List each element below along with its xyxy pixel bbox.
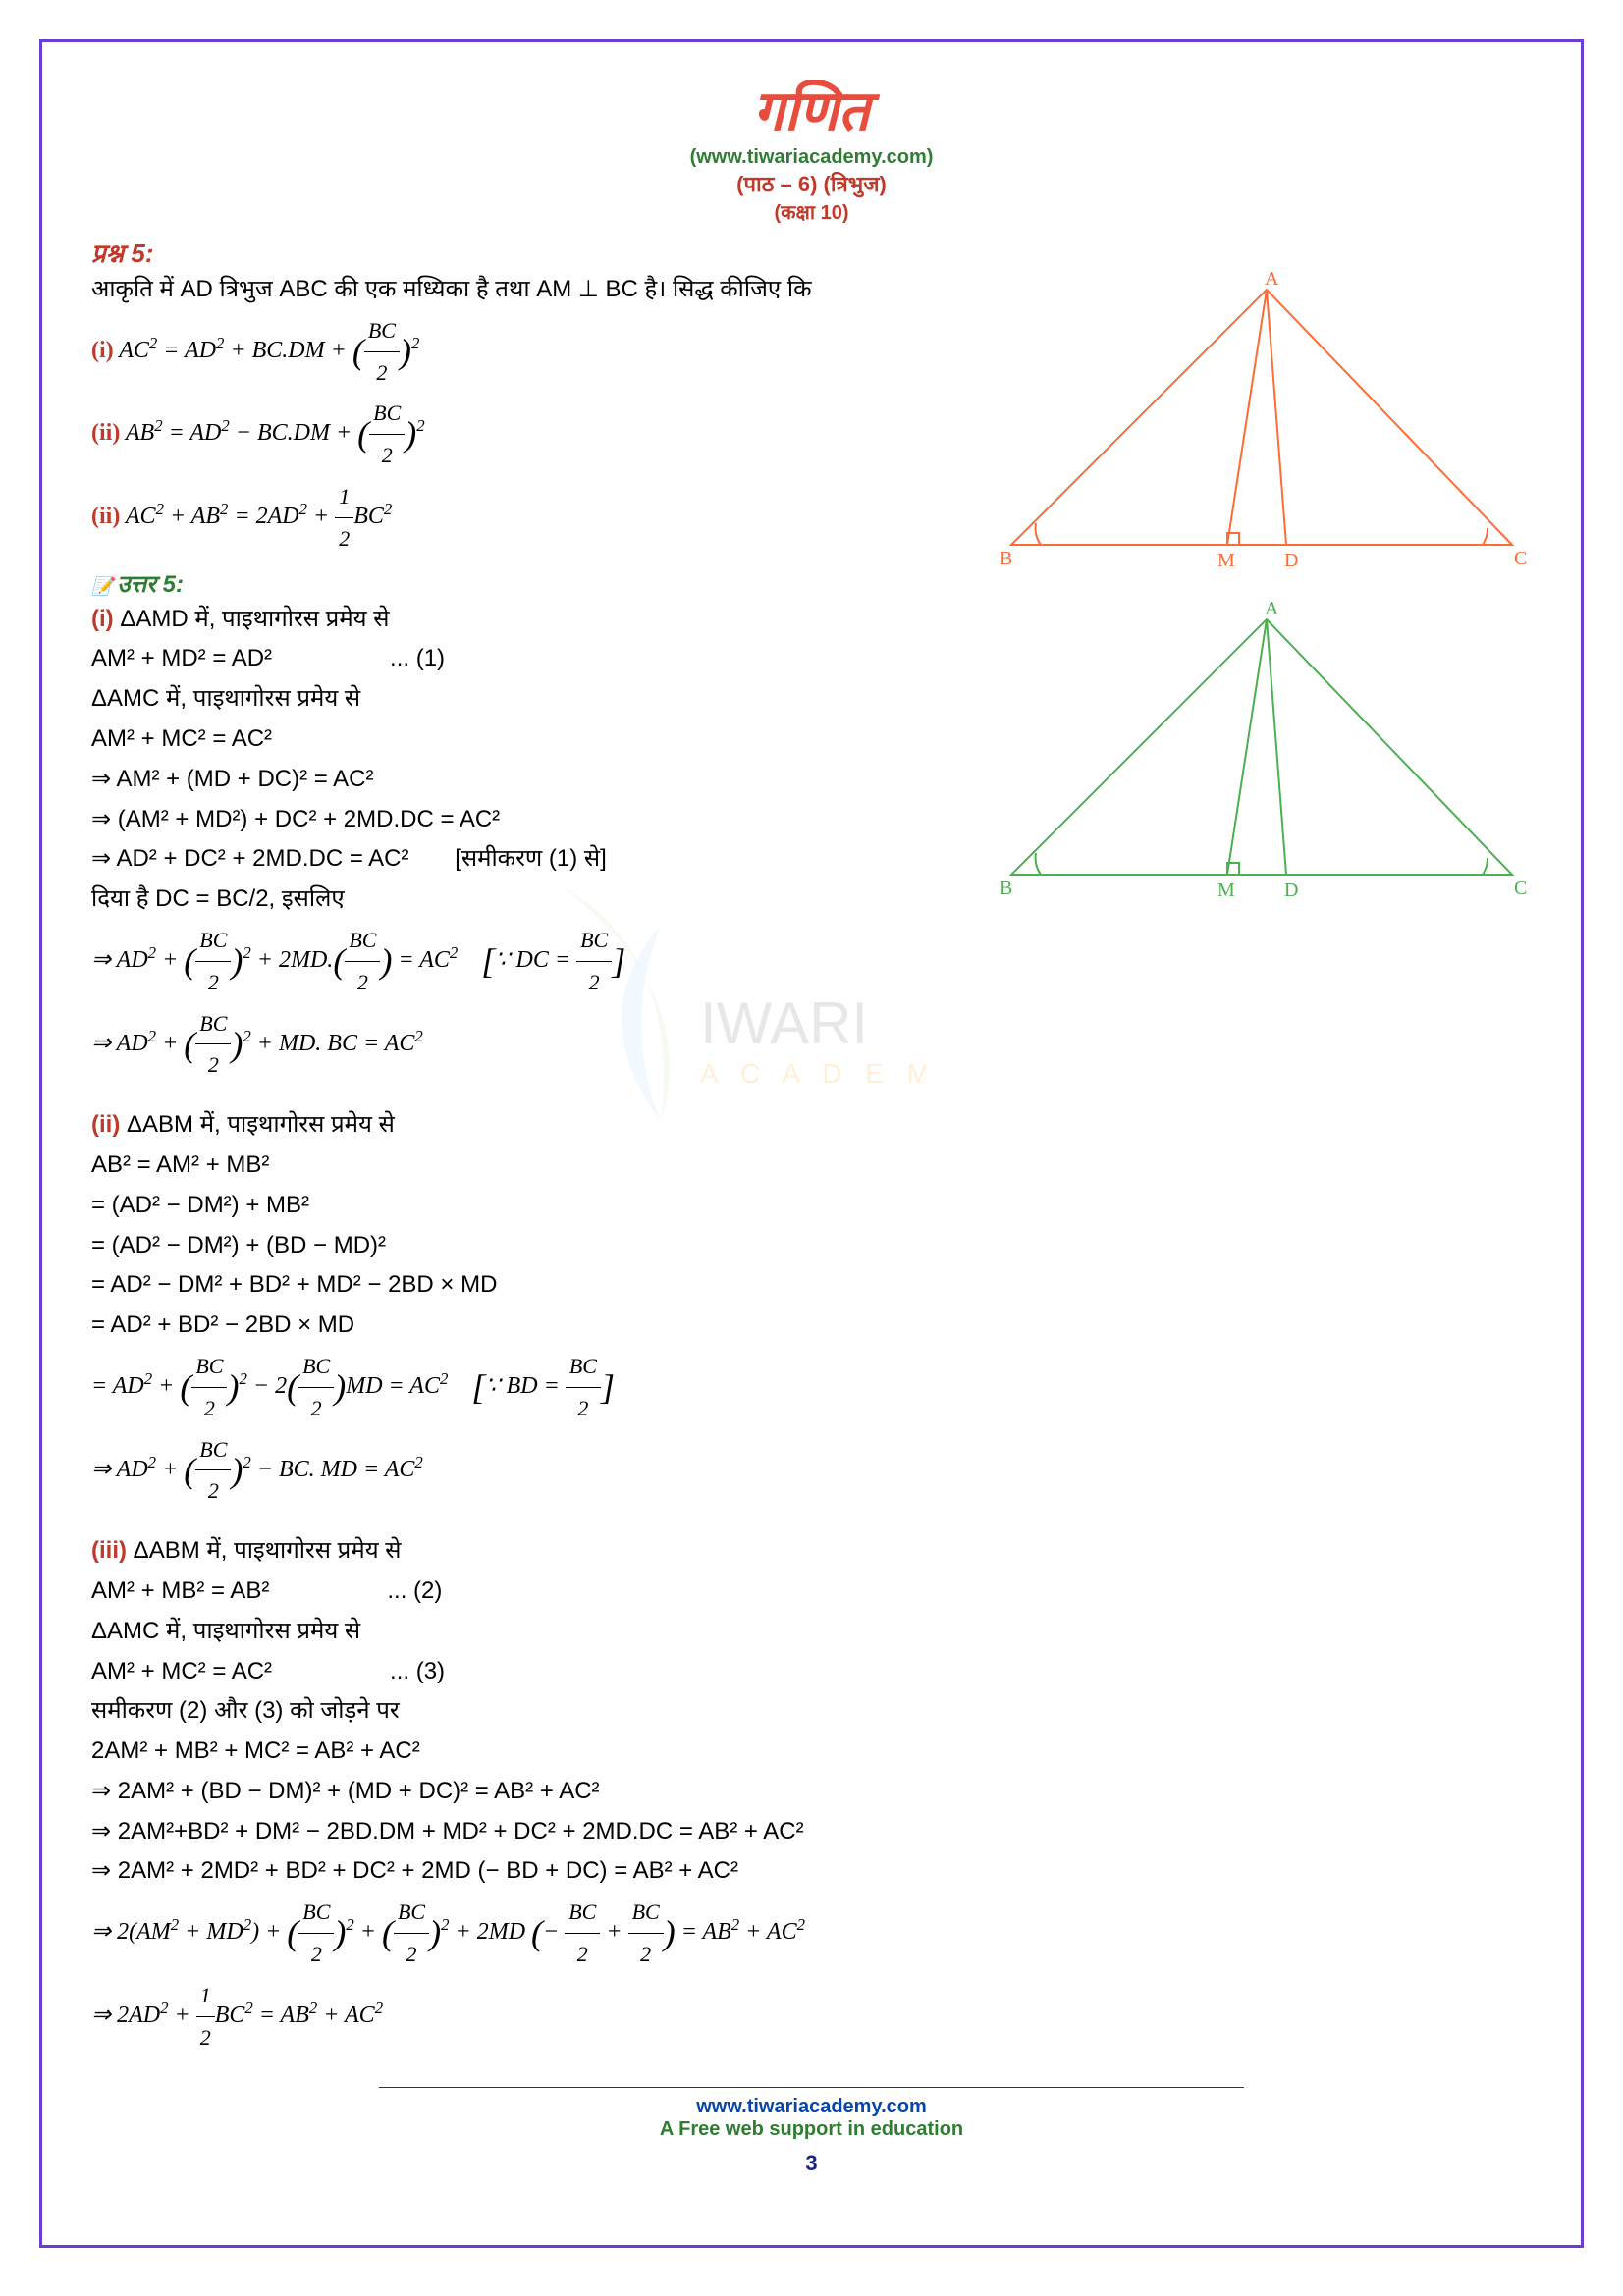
ans-i-l7: ⇒ AD² + DC² + 2MD.DC = AC² [समीकरण (1) स… <box>91 839 972 880</box>
chapter-info: (पाठ – 6) (त्रिभुज) <box>91 169 1532 198</box>
ans-i-l9: ⇒ AD2 + (BC2)2 + 2MD.(BC2) = AC2 [∵ DC =… <box>91 920 972 1003</box>
svg-text:B: B <box>1000 548 1012 569</box>
ans-ii-l3: = (AD² − DM²) + MB² <box>91 1186 1532 1226</box>
ans-iii-l5: समीकरण (2) और (3) को जोड़ने पर <box>91 1691 1532 1732</box>
ans-i-l3: ΔAMC में, पाइथागोरस प्रमेय से <box>91 679 972 720</box>
ans-iii-l10: ⇒ 2(AM2 + MD2) + (BC2)2 + (BC2)2 + 2MD (… <box>91 1892 1532 1975</box>
ans-iii-l3: ΔAMC में, पाइथागोरस प्रमेय से <box>91 1612 1532 1652</box>
q-part-iii: (ii) AC2 + AB2 = 2AD2 + 12BC2 <box>91 476 972 560</box>
page-number: 3 <box>91 2151 1532 2176</box>
svg-text:D: D <box>1284 550 1298 571</box>
ans-i-l4: AM² + MC² = AC² <box>91 720 972 760</box>
page-container: IWARI A C A D E M Y गणित (www.tiwariacad… <box>39 39 1584 2248</box>
ans-i-l1: (i) ΔAMD में, पाइथागोरस प्रमेय से <box>91 600 972 640</box>
header: गणित (www.tiwariacademy.com) (पाठ – 6) (… <box>91 72 1532 225</box>
figure-2: A B C M D <box>992 600 1532 1087</box>
ans-iii-l9: ⇒ 2AM² + 2MD² + BD² + DC² + 2MD (− BD + … <box>91 1851 1532 1892</box>
ans-i-l2: AM² + MD² = AD²... (1) <box>91 639 972 679</box>
ans-ii-l2: AB² = AM² + MB² <box>91 1146 1532 1186</box>
header-website: (www.tiwariacademy.com) <box>91 146 1532 169</box>
ans-ii-l5: = AD² − DM² + BD² + MD² − 2BD × MD <box>91 1265 1532 1306</box>
answer-i-row: (i) ΔAMD में, पाइथागोरस प्रमेय से AM² + … <box>91 600 1532 1087</box>
svg-text:A: A <box>1265 600 1279 619</box>
question-text: आकृति में AD त्रिभुज ABC की एक मध्यिका ह… <box>91 270 972 310</box>
ans-iii-l2: AM² + MB² = AB²... (2) <box>91 1572 1532 1612</box>
ans-iii-l7: ⇒ 2AM² + (BD − DM)² + (MD + DC)² = AB² +… <box>91 1772 1532 1812</box>
ans-iii-l11: ⇒ 2AD2 + 12BC2 = AB2 + AC2 <box>91 1975 1532 2058</box>
svg-text:M: M <box>1217 880 1235 901</box>
figure-1: A B C M D <box>992 270 1532 600</box>
ans-ii-l8: ⇒ AD2 + (BC2)2 − BC. MD = AC2 <box>91 1429 1532 1513</box>
svg-text:B: B <box>1000 878 1012 899</box>
ans-ii-l4: = (AD² − DM²) + (BD − MD)² <box>91 1226 1532 1266</box>
ans-iii-l1: (iii) ΔABM में, पाइथागोरस प्रमेय से <box>91 1531 1532 1572</box>
subject-title: गणित <box>91 72 1532 146</box>
ans-i-l10: ⇒ AD2 + (BC2)2 + MD. BC = AC2 <box>91 1003 972 1087</box>
ans-iii-l8: ⇒ 2AM²+BD² + DM² − 2BD.DM + MD² + DC² + … <box>91 1812 1532 1852</box>
ans-ii-l6: = AD² + BD² − 2BD × MD <box>91 1306 1532 1346</box>
q-part-i: (i) AC2 = AD2 + BC.DM + (BC2)2 <box>91 310 972 394</box>
class-info: (कक्षा 10) <box>91 198 1532 225</box>
ans-i-l5: ⇒ AM² + (MD + DC)² = AC² <box>91 760 972 800</box>
svg-text:M: M <box>1217 550 1235 571</box>
question-label: प्रश्न 5: <box>91 235 1532 270</box>
ans-ii-l1: (ii) ΔABM में, पाइथागोरस प्रमेय से <box>91 1105 1532 1146</box>
ans-i-l8: दिया है DC = BC/2, इसलिए <box>91 880 972 920</box>
svg-text:D: D <box>1284 880 1298 901</box>
ans-ii-l7: = AD2 + (BC2)2 − 2(BC2)MD = AC2 [∵ BD = … <box>91 1346 1532 1429</box>
footer-tagline: A Free web support in education <box>379 2118 1243 2141</box>
footer: www.tiwariacademy.com A Free web support… <box>379 2087 1243 2141</box>
ans-iii-l4: AM² + MC² = AC²... (3) <box>91 1652 1532 1692</box>
question-row: आकृति में AD त्रिभुज ABC की एक मध्यिका ह… <box>91 270 1532 600</box>
svg-text:C: C <box>1514 878 1527 899</box>
answer-label: उत्तर 5: <box>91 567 972 600</box>
svg-text:C: C <box>1514 548 1527 569</box>
q-part-ii: (ii) AB2 = AD2 − BC.DM + (BC2)2 <box>91 393 972 476</box>
ans-i-l6: ⇒ (AM² + MD²) + DC² + 2MD.DC = AC² <box>91 800 972 840</box>
svg-text:A: A <box>1265 270 1279 290</box>
ans-iii-l6: 2AM² + MB² + MC² = AB² + AC² <box>91 1732 1532 1772</box>
footer-website: www.tiwariacademy.com <box>379 2096 1243 2118</box>
